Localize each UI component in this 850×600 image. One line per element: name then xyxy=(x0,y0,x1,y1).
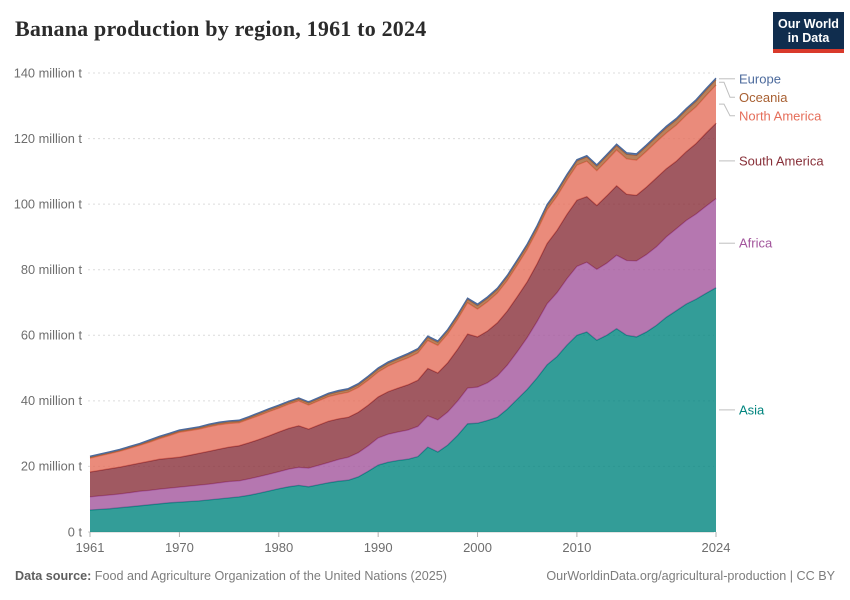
x-axis-tick-label: 2024 xyxy=(702,540,731,555)
chart-footer: Data source: Food and Agriculture Organi… xyxy=(0,566,850,592)
x-axis-tick-label: 2000 xyxy=(463,540,492,555)
credit-link[interactable]: OurWorldinData.org/agricultural-producti… xyxy=(546,569,835,583)
x-axis-tick-label: 1970 xyxy=(165,540,194,555)
owid-logo[interactable]: Our World in Data xyxy=(773,12,844,53)
x-axis-tick-label: 1980 xyxy=(264,540,293,555)
x-axis-tick-label: 1990 xyxy=(364,540,393,555)
area-south-america[interactable] xyxy=(90,123,716,497)
data-source-line[interactable]: Data source: Food and Agriculture Organi… xyxy=(15,569,447,583)
y-axis-tick-label: 20 million t xyxy=(21,459,83,474)
legend-connector xyxy=(719,81,735,98)
legend-label-asia[interactable]: Asia xyxy=(739,402,765,417)
legend-label-europe[interactable]: Europe xyxy=(739,71,781,86)
area-top-line-europe xyxy=(89,77,717,457)
y-axis-tick-label: 80 million t xyxy=(21,262,83,277)
y-axis-tick-label: 60 million t xyxy=(21,328,83,343)
page-title: Banana production by region, 1961 to 202… xyxy=(15,16,427,41)
legend-label-south-america[interactable]: South America xyxy=(739,153,824,168)
owid-logo-line1: Our World xyxy=(778,16,839,31)
y-axis-tick-label: 120 million t xyxy=(14,131,83,146)
area-top-line-south-america xyxy=(89,122,717,473)
x-axis-tick-label: 1961 xyxy=(76,540,105,555)
legend-label-north-america[interactable]: North America xyxy=(739,108,822,123)
x-axis-tick-label: 2010 xyxy=(562,540,591,555)
owid-logo-line2: in Data xyxy=(787,30,830,45)
legend-label-africa[interactable]: Africa xyxy=(739,236,773,251)
legend-label-oceania[interactable]: Oceania xyxy=(739,90,788,105)
area-africa[interactable] xyxy=(90,198,716,510)
y-axis-tick-label: 140 million t xyxy=(14,65,83,80)
y-axis-tick-label: 40 million t xyxy=(21,393,83,408)
y-axis-tick-label: 0 t xyxy=(68,524,83,539)
legend-connector xyxy=(719,103,735,117)
data-source-label: Data source: xyxy=(15,569,92,583)
y-axis-tick-label: 100 million t xyxy=(14,196,83,211)
data-source-text: Food and Agriculture Organization of the… xyxy=(91,569,447,583)
area-asia[interactable] xyxy=(90,287,716,532)
